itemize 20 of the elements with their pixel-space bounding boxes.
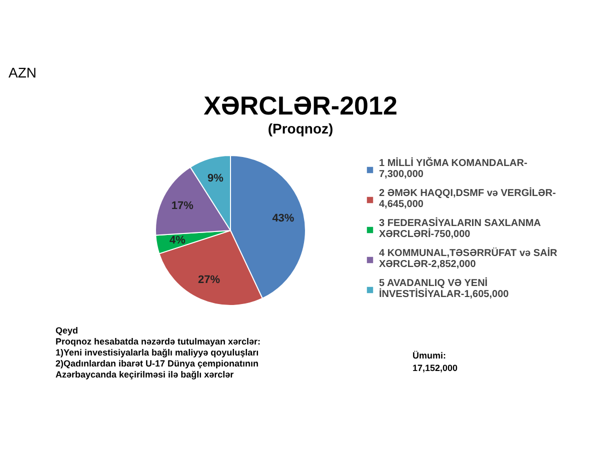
data-label: 17%	[171, 200, 194, 212]
data-label: 27%	[198, 274, 220, 286]
legend-label: 2 ƏMƏK HAQQI,DSMF və VERGİLƏR- 4,645,000	[379, 188, 556, 210]
chart-subtitle: (Proqnoz)	[268, 120, 334, 136]
text: 2)Qadınlardan ibarət U-17 Dünya çempionatının	[56, 358, 259, 368]
text: 1)Yeni investisiyalarla bağlı maliyyə qoyuluşları	[56, 348, 259, 358]
text: 17,152,000	[412, 363, 458, 373]
chart-title: XƏRCLƏR-2012	[204, 90, 398, 120]
legend-label: 3 FEDERASİYALARIN SAXLANMA XƏRCLƏRİ-750,000	[379, 218, 541, 240]
text: Qeyd	[56, 326, 78, 336]
text: Proqnoz hesabatda nəzərdə tutulmayan xərclər:	[56, 336, 261, 346]
data-label: 4%	[170, 234, 186, 247]
data-label: 9%	[207, 172, 224, 185]
legend-label: 4 KOMMUNAL,TƏSƏRRÜFAT və SAİR XƏRCLƏR-2,852,000	[379, 248, 558, 270]
text: AZN	[8, 64, 36, 80]
text: Azərbaycanda keçirilməsi ilə bağlı xərclər	[56, 370, 234, 380]
legend-label: 5 AVADANLIQ VƏ YENİ İNVESTİSİYALAR-1,605,000	[379, 278, 509, 300]
data-label: 43%	[272, 212, 294, 225]
legend-label: 1 MİLLİ YIĞMA KOMANDALAR- 7,300,000	[379, 158, 528, 180]
text: Ümumi:	[412, 350, 446, 360]
